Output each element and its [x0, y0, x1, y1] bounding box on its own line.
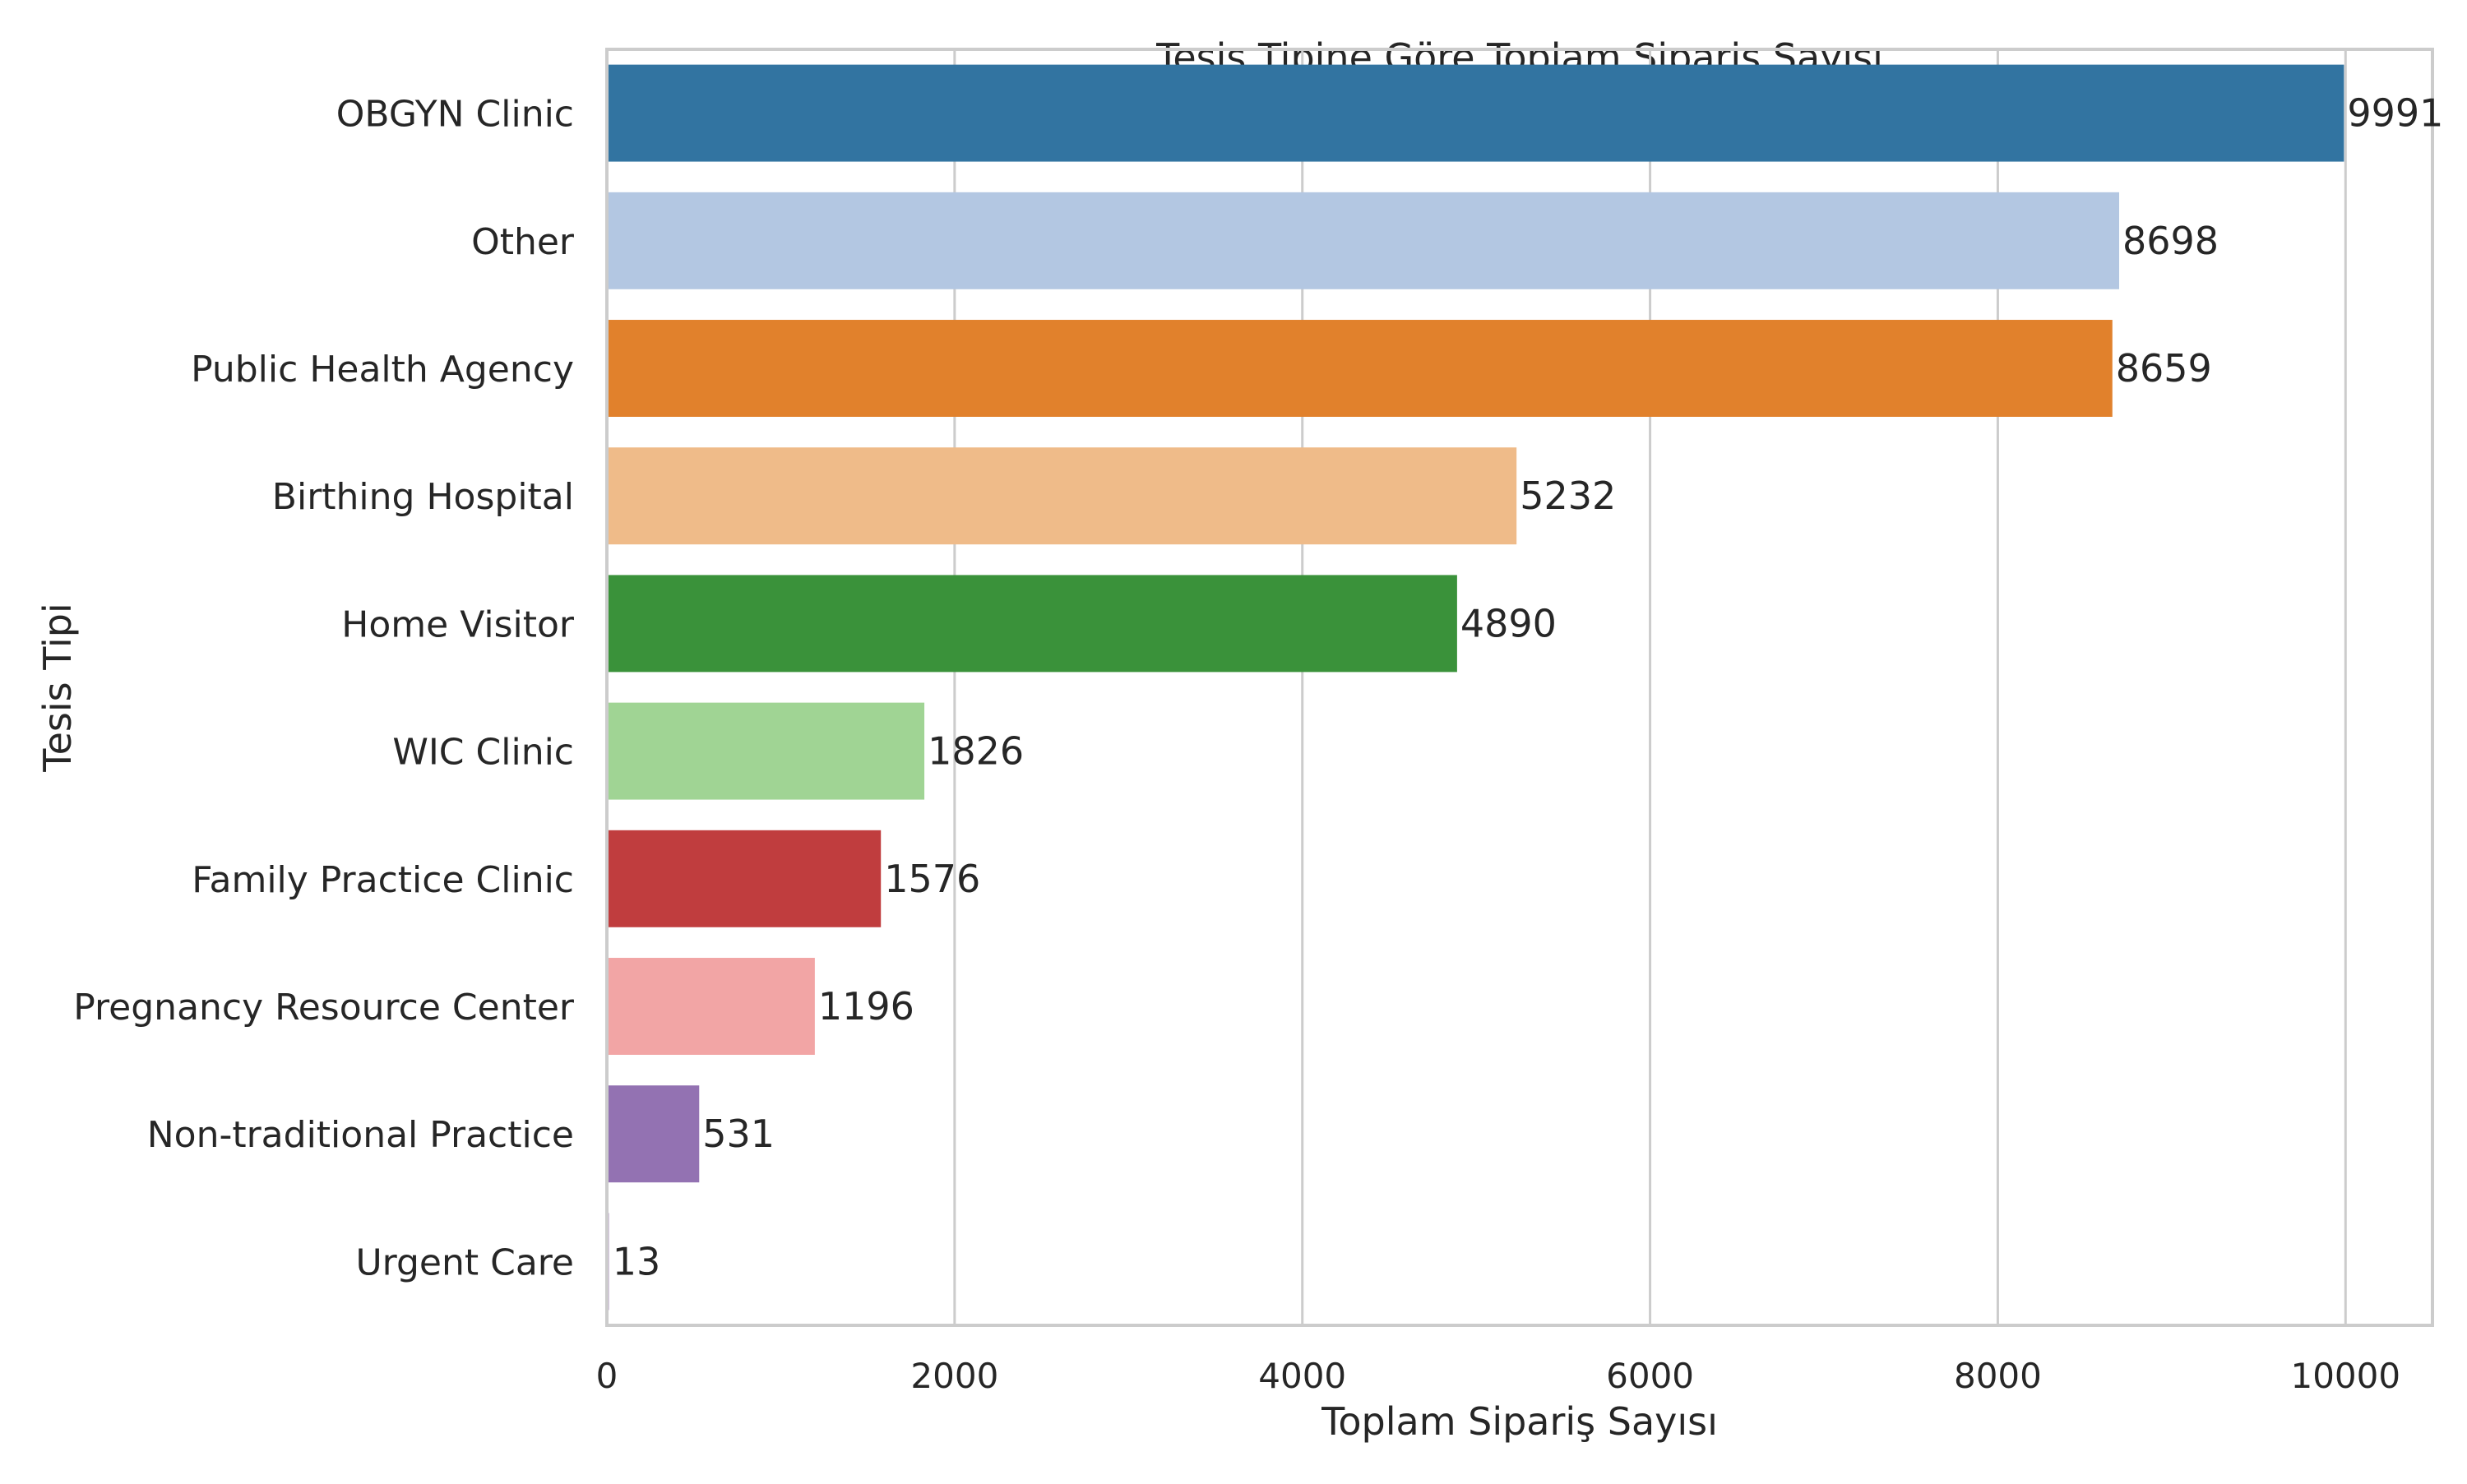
x-tick-label: 0	[596, 1356, 618, 1396]
category-label: Pregnancy Resource Center	[73, 987, 575, 1029]
x-tick-label: 6000	[1606, 1356, 1694, 1396]
bar	[607, 575, 1457, 673]
bar	[607, 192, 2120, 289]
category-label: Public Health Agency	[191, 349, 574, 391]
category-label: Non-traditional Practice	[147, 1114, 574, 1156]
data-label: 1196	[818, 984, 914, 1029]
data-label: 4890	[1460, 601, 1557, 645]
category-label: WIC Clinic	[392, 732, 574, 774]
data-label: 13	[613, 1239, 661, 1283]
bar	[607, 447, 1517, 545]
x-tick-label: 10000	[2290, 1356, 2400, 1396]
category-label: Home Visitor	[341, 603, 575, 645]
x-tick-label: 4000	[1258, 1356, 1346, 1396]
data-labels: 9991 8698 8659 5232 4890 1826 1576 1196 531 13	[613, 91, 2444, 1284]
data-label: 5232	[1520, 474, 1616, 518]
bar	[607, 320, 2113, 417]
x-axis-label: Toplam Sipariş Sayısı	[1321, 1399, 1718, 1444]
plot-border	[605, 48, 2434, 1327]
data-label: 8659	[2116, 346, 2212, 391]
category-label: Birthing Hospital	[272, 476, 574, 518]
bar	[607, 958, 815, 1055]
category-label: Other	[471, 221, 575, 263]
data-label: 531	[702, 1112, 775, 1156]
bar	[607, 702, 925, 800]
data-label: 1826	[928, 729, 1024, 774]
category-label: OBGYN Clinic	[336, 94, 574, 136]
y-axis-label: Tesis Tipi	[35, 603, 80, 772]
x-tick-label: 8000	[1954, 1356, 2042, 1396]
data-label: 1576	[884, 857, 980, 901]
bar	[607, 830, 882, 927]
category-label: Family Practice Clinic	[192, 859, 574, 901]
data-label: 9991	[2347, 91, 2443, 136]
bars	[607, 64, 2344, 1311]
x-tick-label: 2000	[910, 1356, 998, 1396]
tick-labels: 0 2000 4000 6000 8000 10000	[596, 1356, 2400, 1396]
bar	[607, 64, 2344, 162]
category-labels: OBGYN Clinic Other Public Health Agency Bir…	[73, 94, 575, 1284]
plot-frame	[605, 48, 2434, 1327]
data-label: 8698	[2122, 219, 2219, 263]
category-label: Urgent Care	[355, 1241, 574, 1283]
bar	[607, 1085, 700, 1183]
